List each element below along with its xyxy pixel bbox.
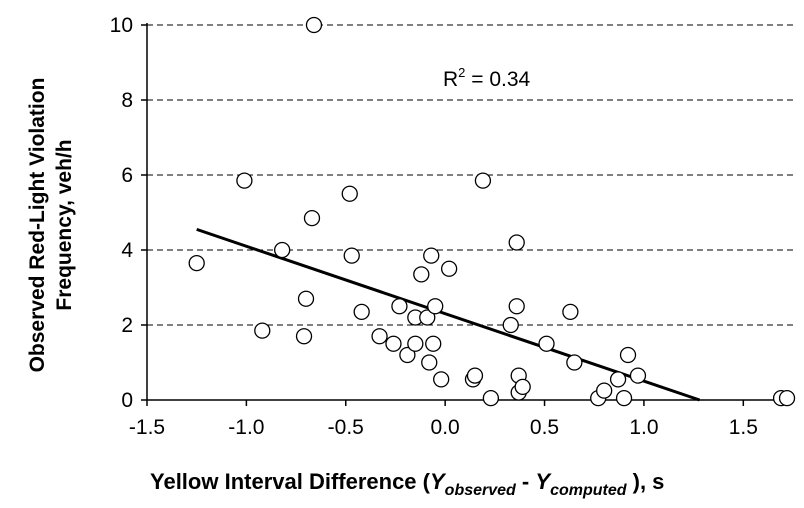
r-squared-value: = 0.34	[465, 68, 530, 91]
data-point-29	[502, 316, 519, 334]
data-point-8	[341, 185, 358, 202]
x-title-sub-1: observed	[445, 482, 517, 499]
data-point-0	[188, 254, 205, 272]
data-point-14	[399, 346, 416, 364]
data-point-43	[629, 367, 647, 384]
y-tick-label-4: 8	[121, 89, 133, 112]
y-tick-label-5: 10	[110, 14, 133, 37]
data-point-19	[421, 354, 438, 371]
data-point-35	[538, 335, 555, 352]
x-title-var-2: Y	[535, 469, 552, 494]
data-point-41	[615, 389, 633, 407]
r-squared-base: R	[443, 68, 458, 91]
data-point-27	[474, 172, 492, 189]
data-point-31	[508, 234, 525, 251]
data-point-6	[305, 16, 323, 34]
data-point-11	[371, 328, 388, 345]
data-point-40	[609, 371, 627, 388]
x-tick-label-1: -1.0	[228, 416, 264, 439]
data-point-42	[619, 346, 637, 364]
y-axis-title-line-2: Frequency, veh/h	[53, 139, 76, 310]
data-point-18	[419, 309, 436, 326]
data-point-7	[303, 209, 321, 227]
data-point-30	[508, 298, 525, 315]
y-tick-label-2: 4	[121, 239, 133, 262]
gridlines	[147, 24, 793, 326]
x-title-sub-2: computed	[550, 482, 628, 499]
x-tick-label-4: 0.5	[530, 416, 559, 439]
data-point-26	[466, 367, 484, 384]
y-tick-label-0: 0	[121, 389, 133, 412]
x-title-var-1: Y	[430, 469, 447, 494]
data-point-17	[413, 266, 430, 283]
data-point-12	[385, 335, 402, 352]
data-point-36	[562, 303, 579, 321]
x-axis-title: Yellow Interval Difference (Yobserved - …	[150, 469, 664, 499]
x-tick-label-5: 1.0	[629, 416, 658, 439]
data-point-3	[274, 241, 291, 259]
axis-ticks: 0 2 4 6 8 10 -1.5 -1.0 -0.5 0.0 0.5 1.0 1.5	[110, 14, 758, 439]
x-tick-label-2: -0.5	[328, 416, 364, 439]
data-point-34	[514, 378, 531, 396]
y-tick-label-1: 2	[121, 314, 133, 337]
data-point-16	[407, 335, 424, 352]
x-title-part-1: Yellow Interval Difference (	[150, 469, 431, 494]
data-points	[188, 16, 796, 407]
r-squared-annotation: R2 = 0.34	[443, 65, 531, 91]
data-point-5	[295, 328, 313, 345]
data-point-22	[427, 298, 444, 315]
data-point-23	[433, 371, 450, 388]
data-point-39	[596, 382, 613, 399]
data-point-45	[778, 389, 796, 407]
y-tick-label-3: 6	[121, 164, 133, 187]
x-tick-label-0: -1.5	[129, 416, 165, 439]
data-point-20	[423, 247, 440, 264]
data-point-24	[440, 260, 458, 277]
x-title-minus: -	[516, 469, 536, 494]
r-squared-exponent: 2	[458, 65, 465, 80]
data-point-10	[353, 303, 370, 321]
data-point-4	[297, 290, 315, 307]
x-title-unit: ), s	[627, 469, 665, 494]
data-point-1	[236, 172, 253, 189]
x-tick-label-6: 1.5	[729, 416, 758, 439]
data-point-2	[254, 322, 271, 339]
data-point-21	[425, 335, 442, 352]
y-axis-title-line-1: Observed Red-Light Violation	[26, 78, 49, 373]
data-point-13	[391, 298, 408, 315]
data-point-28	[482, 389, 500, 407]
data-point-9	[343, 247, 360, 264]
data-point-37	[566, 354, 583, 371]
x-tick-label-3: 0.0	[431, 416, 460, 439]
